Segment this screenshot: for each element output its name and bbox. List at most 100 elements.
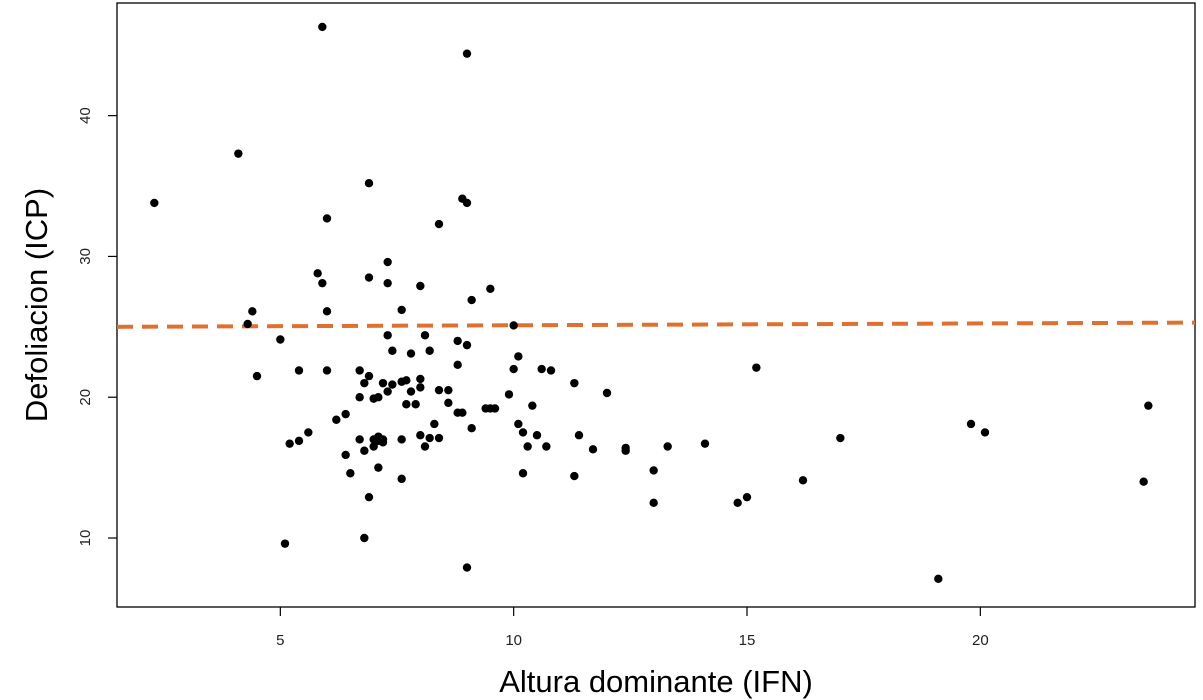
data-point (397, 377, 406, 386)
data-point (397, 474, 406, 484)
data-point (420, 331, 430, 340)
data-point (322, 214, 332, 223)
y-axis: 10 20 30 40 (77, 107, 117, 546)
data-point (252, 371, 262, 381)
data-point (285, 439, 294, 448)
data-point (322, 307, 332, 316)
data-point (402, 400, 411, 409)
data-point (602, 388, 612, 398)
data-point (411, 400, 420, 409)
data-point (546, 366, 556, 375)
reference-line (116, 320, 1196, 329)
data-point (934, 574, 943, 584)
data-point (462, 49, 472, 58)
data-point (388, 380, 397, 389)
data-point (318, 278, 327, 288)
x-axis-title: Altura dominante (IFN) (499, 664, 813, 699)
data-point (364, 371, 374, 381)
x-tick-label: 15 (739, 632, 756, 649)
plot-frame (116, 2, 1196, 608)
x-tick-label: 10 (505, 632, 522, 649)
data-point (798, 476, 808, 485)
data-point (234, 149, 243, 158)
data-point (355, 366, 364, 375)
y-tick-label: 40 (77, 107, 94, 124)
data-point (462, 563, 472, 572)
data-point (570, 378, 579, 388)
data-point (383, 331, 392, 340)
data-point (649, 498, 658, 508)
data-point (416, 431, 425, 440)
data-point (341, 450, 350, 460)
data-point (588, 445, 598, 454)
data-point (430, 419, 439, 429)
data-point (416, 281, 425, 291)
data-point (509, 321, 518, 330)
data-point (621, 446, 630, 455)
data-point (360, 533, 369, 543)
data-point (360, 446, 369, 455)
data-point (453, 336, 462, 346)
data-point (444, 385, 453, 395)
data-point (425, 346, 434, 355)
data-point (294, 366, 304, 375)
data-point (836, 433, 845, 443)
x-tick-label: 20 (972, 632, 989, 649)
data-point (150, 198, 159, 208)
data-point (420, 442, 430, 451)
data-point (388, 346, 397, 355)
data-point (733, 498, 742, 508)
data-point (663, 442, 672, 451)
data-point (364, 273, 374, 282)
data-point (322, 366, 332, 375)
data-point (453, 360, 462, 370)
data-point (966, 419, 976, 429)
data-point (514, 352, 523, 361)
data-point (243, 319, 252, 329)
data-point (486, 404, 495, 413)
data-point (462, 198, 472, 208)
data-point (434, 385, 444, 395)
y-axis-title: Defoliacion (ICP) (19, 188, 54, 422)
data-point (980, 428, 990, 437)
data-point (1139, 477, 1148, 486)
data-point (276, 335, 285, 344)
data-point (355, 435, 364, 444)
data-point (532, 431, 542, 440)
data-point (364, 179, 374, 188)
data-point (369, 442, 378, 451)
data-point (318, 22, 327, 32)
data-point (518, 469, 528, 478)
data-point (509, 364, 518, 374)
data-point (360, 378, 369, 388)
reference-line-layer (116, 320, 1196, 329)
data-point (378, 378, 388, 388)
data-point (369, 394, 378, 403)
data-point (504, 390, 514, 399)
data-point (416, 383, 425, 392)
data-point (374, 463, 383, 472)
data-point (462, 340, 472, 350)
data-point (383, 257, 392, 267)
data-point (341, 409, 350, 419)
x-axis: 5 10 15 20 (276, 607, 989, 649)
data-point (1144, 401, 1153, 410)
data-point (444, 398, 453, 408)
data-point (383, 278, 392, 288)
data-point (523, 442, 532, 451)
data-point (425, 433, 434, 443)
data-point (397, 305, 406, 315)
data-point (467, 423, 476, 433)
data-point (537, 364, 546, 374)
data-point (518, 428, 528, 437)
x-tick-label: 5 (276, 632, 284, 649)
data-point (374, 436, 383, 446)
data-point (434, 219, 444, 229)
data-points (150, 22, 1153, 584)
data-point (649, 466, 658, 475)
y-tick-label: 30 (77, 248, 94, 265)
data-point (458, 408, 467, 417)
data-point (346, 469, 355, 478)
data-point (416, 374, 425, 384)
